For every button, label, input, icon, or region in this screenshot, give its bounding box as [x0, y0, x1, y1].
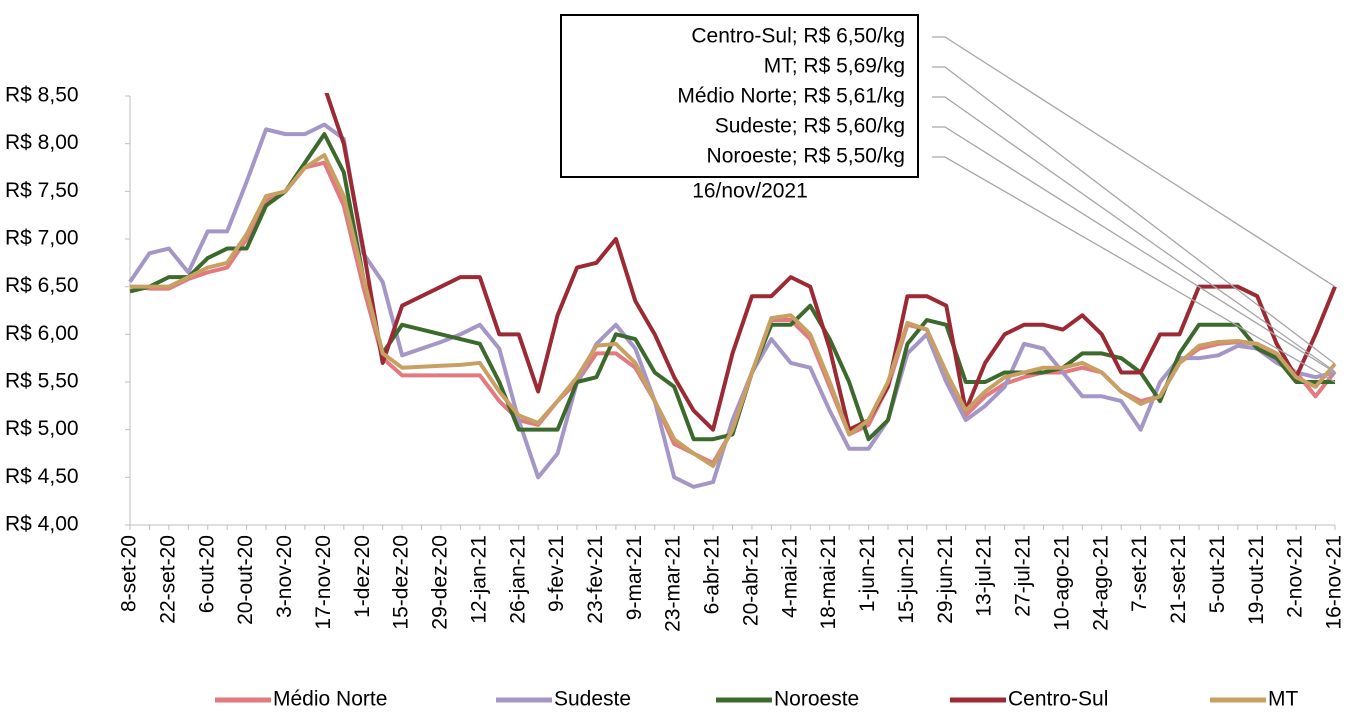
x-tick-label: 8-set-20: [118, 535, 141, 612]
x-tick-label: 13-jul-21: [973, 535, 996, 617]
legend-label: Noroeste: [774, 688, 859, 711]
x-tick-label: 9-fev-21: [545, 535, 568, 612]
y-tick-label: R$ 4,50: [5, 465, 79, 488]
x-tick-label: 17-nov-20: [312, 535, 335, 630]
annotation-label: Noroeste; R$ 5,50/kg: [707, 145, 905, 168]
legend-label: MT: [1268, 688, 1298, 711]
legend-label: Centro-Sul: [1008, 688, 1108, 711]
x-tick-label: 22-set-20: [156, 535, 179, 624]
x-tick-label: 20-abr-21: [739, 535, 762, 626]
annotation-label: Centro-Sul; R$ 6,50/kg: [691, 25, 905, 48]
leader-line: [932, 96, 1336, 373]
y-tick-label: R$ 8,50: [5, 84, 79, 107]
y-tick-label: R$ 7,50: [5, 179, 79, 202]
x-tick-label: 24-ago-21: [1089, 535, 1112, 631]
x-tick-label: 7-set-21: [1128, 535, 1151, 612]
x-tick-label: 15-dez-20: [390, 535, 413, 630]
x-tick-label: 21-set-21: [1167, 535, 1190, 624]
annotation-label: MT; R$ 5,69/kg: [764, 55, 905, 78]
y-tick-label: R$ 4,00: [5, 513, 79, 536]
legend-label: Médio Norte: [273, 688, 387, 711]
x-tick-label: 9-mar-21: [623, 535, 646, 620]
y-tick-label: R$ 5,00: [5, 417, 79, 440]
plot-area: [128, 93, 1337, 489]
x-tick-label: 15-jun-21: [895, 535, 918, 624]
series-line: [129, 132, 1335, 442]
x-tick-label: 6-abr-21: [701, 535, 724, 614]
annotation-date: 16/nov/2021: [692, 180, 808, 203]
x-tick-label: 12-jan-21: [467, 535, 490, 624]
series-line: [128, 122, 1336, 489]
y-tick-label: R$ 8,00: [5, 131, 79, 154]
x-tick-label: 1-jun-21: [856, 535, 879, 612]
annotation-box: [560, 14, 919, 178]
x-tick-label: 6-out-20: [195, 535, 218, 613]
series-line: [130, 153, 1337, 468]
x-tick-label: 5-out-21: [1206, 535, 1229, 613]
x-tick-label: 4-mai-21: [778, 535, 801, 618]
annotation-label: Sudeste; R$ 5,60/kg: [715, 115, 905, 138]
leader-line: [932, 66, 1336, 365]
leader-line: [932, 126, 1336, 374]
x-tick-label: 23-fev-21: [584, 535, 607, 624]
x-tick-label: 23-mar-21: [662, 535, 685, 632]
x-tick-label: 19-out-21: [1245, 535, 1268, 625]
leader-line: [932, 36, 1336, 288]
x-tick-label: 2-nov-21: [1284, 535, 1307, 618]
x-tick-label: 26-jan-21: [506, 535, 529, 624]
y-tick-label: R$ 6,50: [5, 274, 79, 297]
x-tick-label: 29-dez-20: [429, 535, 452, 630]
series-line: [324, 93, 1337, 432]
legend-label: Sudeste: [554, 688, 631, 711]
x-tick-label: 10-ago-21: [1050, 535, 1073, 631]
x-tick-label: 1-dez-20: [351, 535, 374, 618]
x-tick-label: 29-jun-21: [934, 535, 957, 624]
x-tick-label: 20-out-20: [234, 535, 257, 625]
y-tick-label: R$ 6,00: [5, 322, 79, 345]
x-tick-label: 27-jul-21: [1012, 535, 1035, 617]
x-tick-label: 18-mai-21: [817, 535, 840, 630]
y-tick-label: R$ 7,00: [5, 227, 79, 250]
leader-line: [932, 156, 1336, 383]
x-tick-label: 16-nov-21: [1323, 535, 1346, 630]
x-tick-label: 3-nov-20: [273, 535, 296, 618]
annotation-label: Médio Norte; R$ 5,61/kg: [677, 85, 905, 108]
y-tick-label: R$ 5,50: [5, 370, 79, 393]
